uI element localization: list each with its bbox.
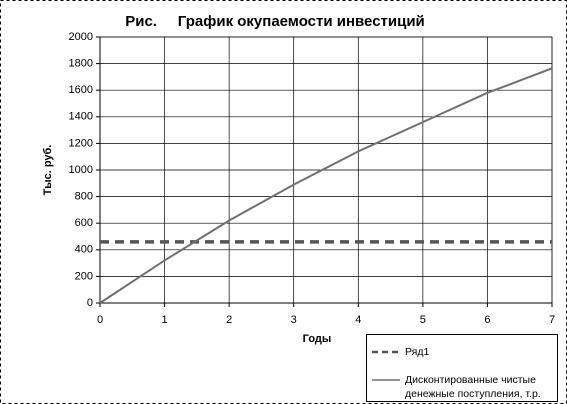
chart-title: Рис. График окупаемости инвестиций (125, 13, 425, 30)
data-line (99, 67, 553, 304)
y-tick-label: 2000 (69, 31, 93, 43)
y-tick-label: 1200 (69, 137, 93, 149)
y-tick-label: 600 (75, 217, 93, 229)
y-tick-label: 1600 (69, 84, 93, 96)
x-tick-label: 3 (291, 314, 297, 326)
x-tick-label: 7 (549, 314, 555, 326)
x-axis-label: Годы (303, 333, 332, 345)
x-tick-label: 1 (162, 314, 168, 326)
y-tick-label: 0 (87, 297, 93, 309)
legend-label: Ряд1 (405, 346, 430, 358)
x-tick-label: 6 (484, 314, 490, 326)
x-tick-label: 4 (355, 314, 361, 326)
y-tick-label: 800 (75, 191, 93, 203)
x-tick-label: 2 (226, 314, 232, 326)
y-tick-label: 400 (75, 244, 93, 256)
legend: Ряд1 Дисконтированные чистые денежные пос… (366, 334, 558, 402)
legend-symbols (372, 350, 400, 381)
y-tick-label: 200 (75, 270, 93, 282)
legend-label: Дисконтированные чистые денежные поступл… (405, 374, 541, 400)
y-tick-label: 1400 (69, 111, 93, 123)
y-tick-label: 1000 (69, 164, 93, 176)
x-tick-label: 5 (420, 314, 426, 326)
x-tick-label: 0 (97, 314, 103, 326)
y-tick-label: 1800 (69, 58, 93, 70)
y-axis-label: Тыс. руб. (42, 145, 54, 196)
